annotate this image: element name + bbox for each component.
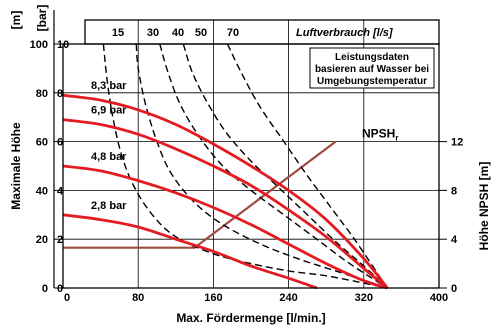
npsh-label: NPSHr [362,127,398,143]
left-bar-tick-label: 6 [57,137,63,149]
left-m-tick-label: 80 [36,88,48,100]
top-tick-label: 40 [172,27,184,39]
pressure-curve-3 [62,213,318,290]
left-bar-tick-label: 0 [57,283,63,295]
left-m-tick-label: 40 [36,185,48,197]
left-bar-tick-label: 8 [57,88,63,100]
left-axis-unit-m: [m] [9,11,23,30]
npsh-curve-layer [63,140,337,249]
top-tick-label: 50 [195,27,207,39]
right-tick-label: 12 [451,137,463,149]
x-tick-label: 80 [132,292,144,304]
npsh-label-main: NPSH [362,127,395,141]
pressure-series-label: 2,8 bar [91,200,127,212]
npsh-label-subscript: r [395,134,398,143]
top-tick-label: 70 [227,27,239,39]
left-bar-tick-label: 10 [57,39,69,51]
pressure-curve-1 [62,118,389,290]
top-axis-title: Luftverbrauch [l/s] [296,27,393,39]
npsh-curve [63,140,337,249]
annotation-box [309,47,435,89]
right-axis-title: Höhe NPSH [m] [477,162,491,251]
right-tick-label: 0 [451,283,457,295]
series-labels: 8,3 bar 6,9 bar 4,8 bar 2,8 bar [91,80,127,212]
air-curve-30 [135,43,388,289]
annotation-line-3: Umgebungstemperatur [317,76,427,87]
pressure-series-label: 4,8 bar [91,151,127,163]
x-axis-title: Max. Fördermenge [l/min.] [176,311,325,325]
x-tick-label: 160 [204,292,222,304]
x-tick-label: 240 [279,292,297,304]
pressure-curves [62,93,389,290]
left-m-tick-label: 20 [36,234,48,246]
left-m-tick-label: 100 [30,39,48,51]
air-curve-15 [102,43,388,289]
left-axis-unit-bar: [bar] [35,5,49,32]
left-axis-title: Maximale Höhe [9,122,23,210]
right-tick-label: 4 [451,234,458,246]
left-m-tick-label: 60 [36,137,48,149]
annotation-line-1: Leistungsdaten [335,52,409,63]
plot-frame [62,43,440,289]
pressure-series-label: 6,9 bar [91,105,127,117]
top-tick-label: 30 [147,27,159,39]
left-m-tick-label: 0 [42,283,48,295]
left-bar-tick-label: 2 [57,234,63,246]
right-tick-label: 8 [451,185,457,197]
pressure-curve-0 [62,93,389,289]
pressure-series-label: 8,3 bar [91,80,127,92]
x-tick-label: 0 [64,292,70,304]
top-tick-label: 15 [112,27,124,39]
top-scale: 15 30 40 50 70 [84,19,440,45]
left-bar-tick-label: 4 [57,185,64,197]
annotation-line-2: basieren auf Wasser bei [315,64,429,75]
x-tick-label: 400 [430,292,448,304]
air-curve-70 [226,43,388,289]
x-tick-label: 320 [355,292,373,304]
pressure-curve-2 [62,164,388,290]
